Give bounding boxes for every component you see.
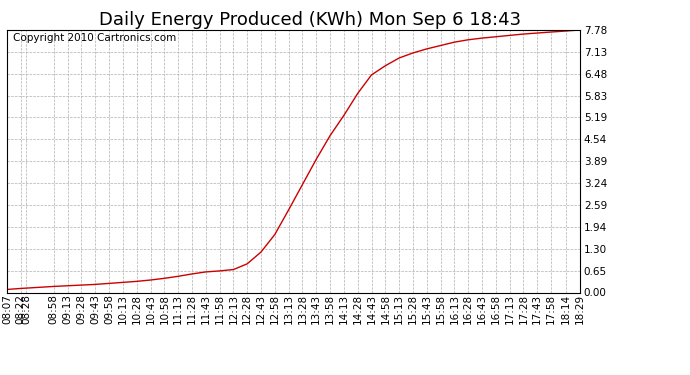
Text: Daily Energy Produced (KWh) Mon Sep 6 18:43: Daily Energy Produced (KWh) Mon Sep 6 18…	[99, 11, 522, 29]
Text: Copyright 2010 Cartronics.com: Copyright 2010 Cartronics.com	[12, 33, 176, 43]
